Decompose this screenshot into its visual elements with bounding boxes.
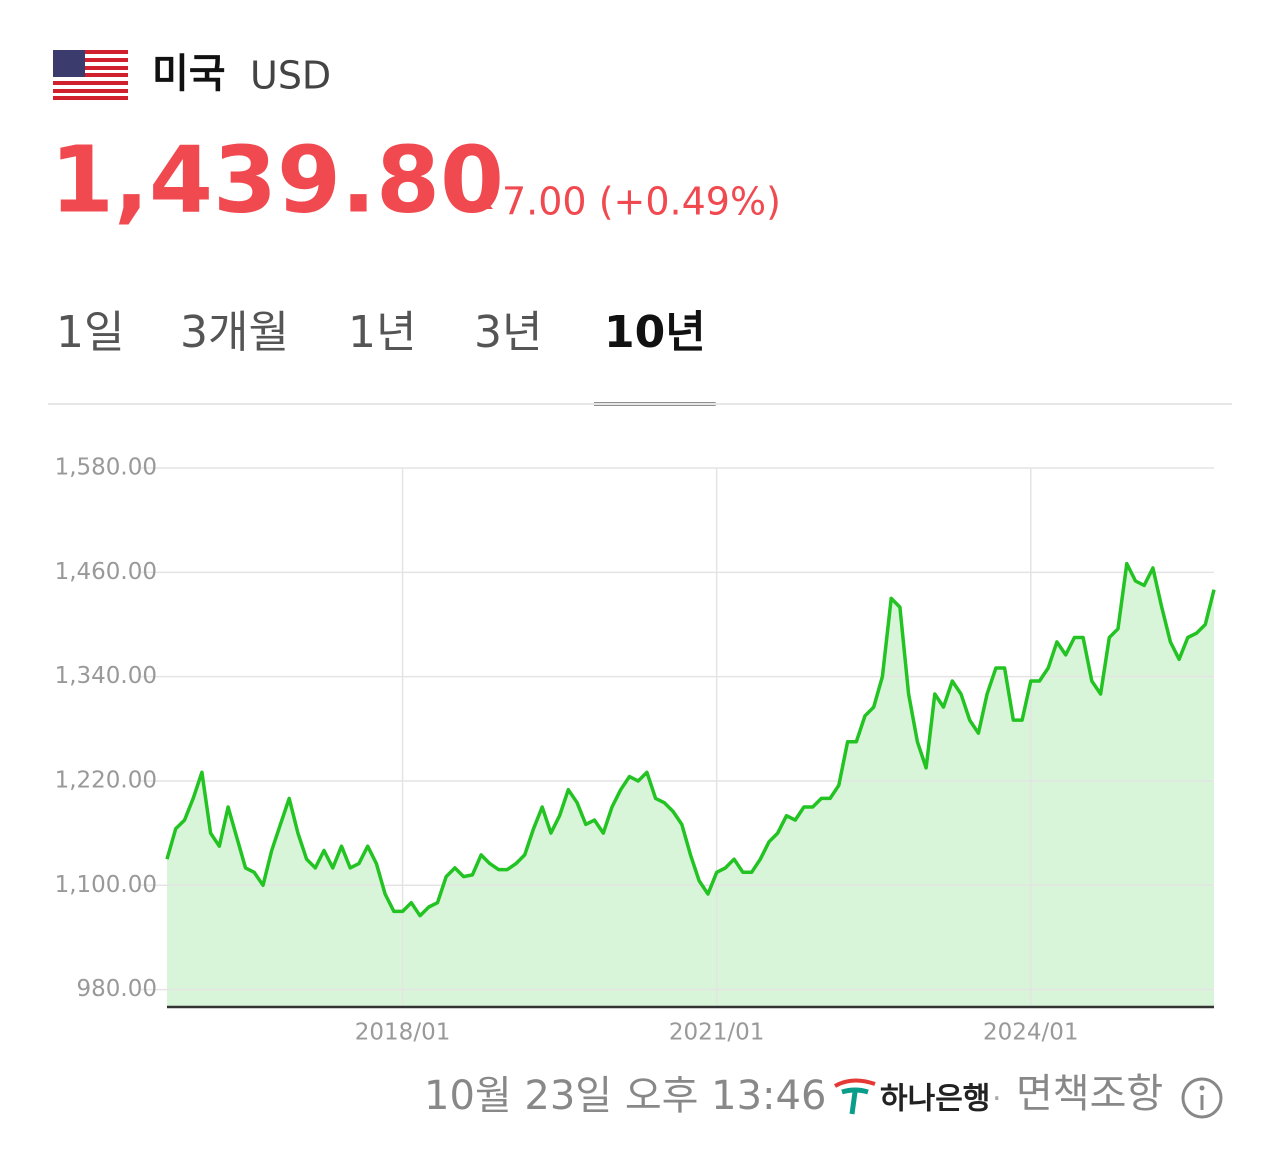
disclaimer[interactable]: 면책조항 (1016, 1071, 1163, 1117)
change: 7.00 (+0.49%) (502, 180, 781, 224)
line (165, 561, 1216, 918)
y-tick-label: 980.00 (77, 976, 157, 1002)
y-tick-label: 1,460.00 (55, 559, 157, 585)
chart: 980.00 1,100.00 1,220.00 1,340.00 1,460.00 1,… (55, 455, 1216, 1046)
tab[interactable]: 10년 (604, 307, 706, 358)
info-icon[interactable] (1181, 1077, 1223, 1119)
y-tick-label: 1,580.00 (55, 455, 157, 481)
tabs: 1일 3개월 1년 3년 10년 (56, 307, 716, 406)
tab[interactable]: 3년 (474, 307, 542, 358)
tab[interactable]: 1년 (348, 307, 416, 358)
x-tick-label: 2018/01 (355, 1020, 451, 1046)
country: 미국 (152, 51, 226, 97)
y-tick-label: 1,220.00 (55, 767, 157, 793)
y-tick-label: 1,100.00 (55, 872, 157, 898)
timestamp: 10월 23일 오후 13:46 (424, 1073, 826, 1119)
bank-name: 하나은행 (880, 1082, 990, 1117)
up-arrow (471, 196, 493, 209)
x-tick-label: 2021/01 (669, 1020, 765, 1046)
tab[interactable]: 1일 (56, 307, 124, 358)
separator: · (992, 1082, 1002, 1117)
currency: USD (250, 54, 331, 98)
price: 1,439.80 (50, 126, 504, 233)
tab[interactable]: 3개월 (180, 307, 289, 358)
x-tick-label: 2024/01 (983, 1020, 1079, 1046)
us-flag (53, 50, 128, 100)
hana-logo (833, 1078, 876, 1115)
y-tick-label: 1,340.00 (55, 663, 157, 689)
area (167, 563, 1214, 1007)
